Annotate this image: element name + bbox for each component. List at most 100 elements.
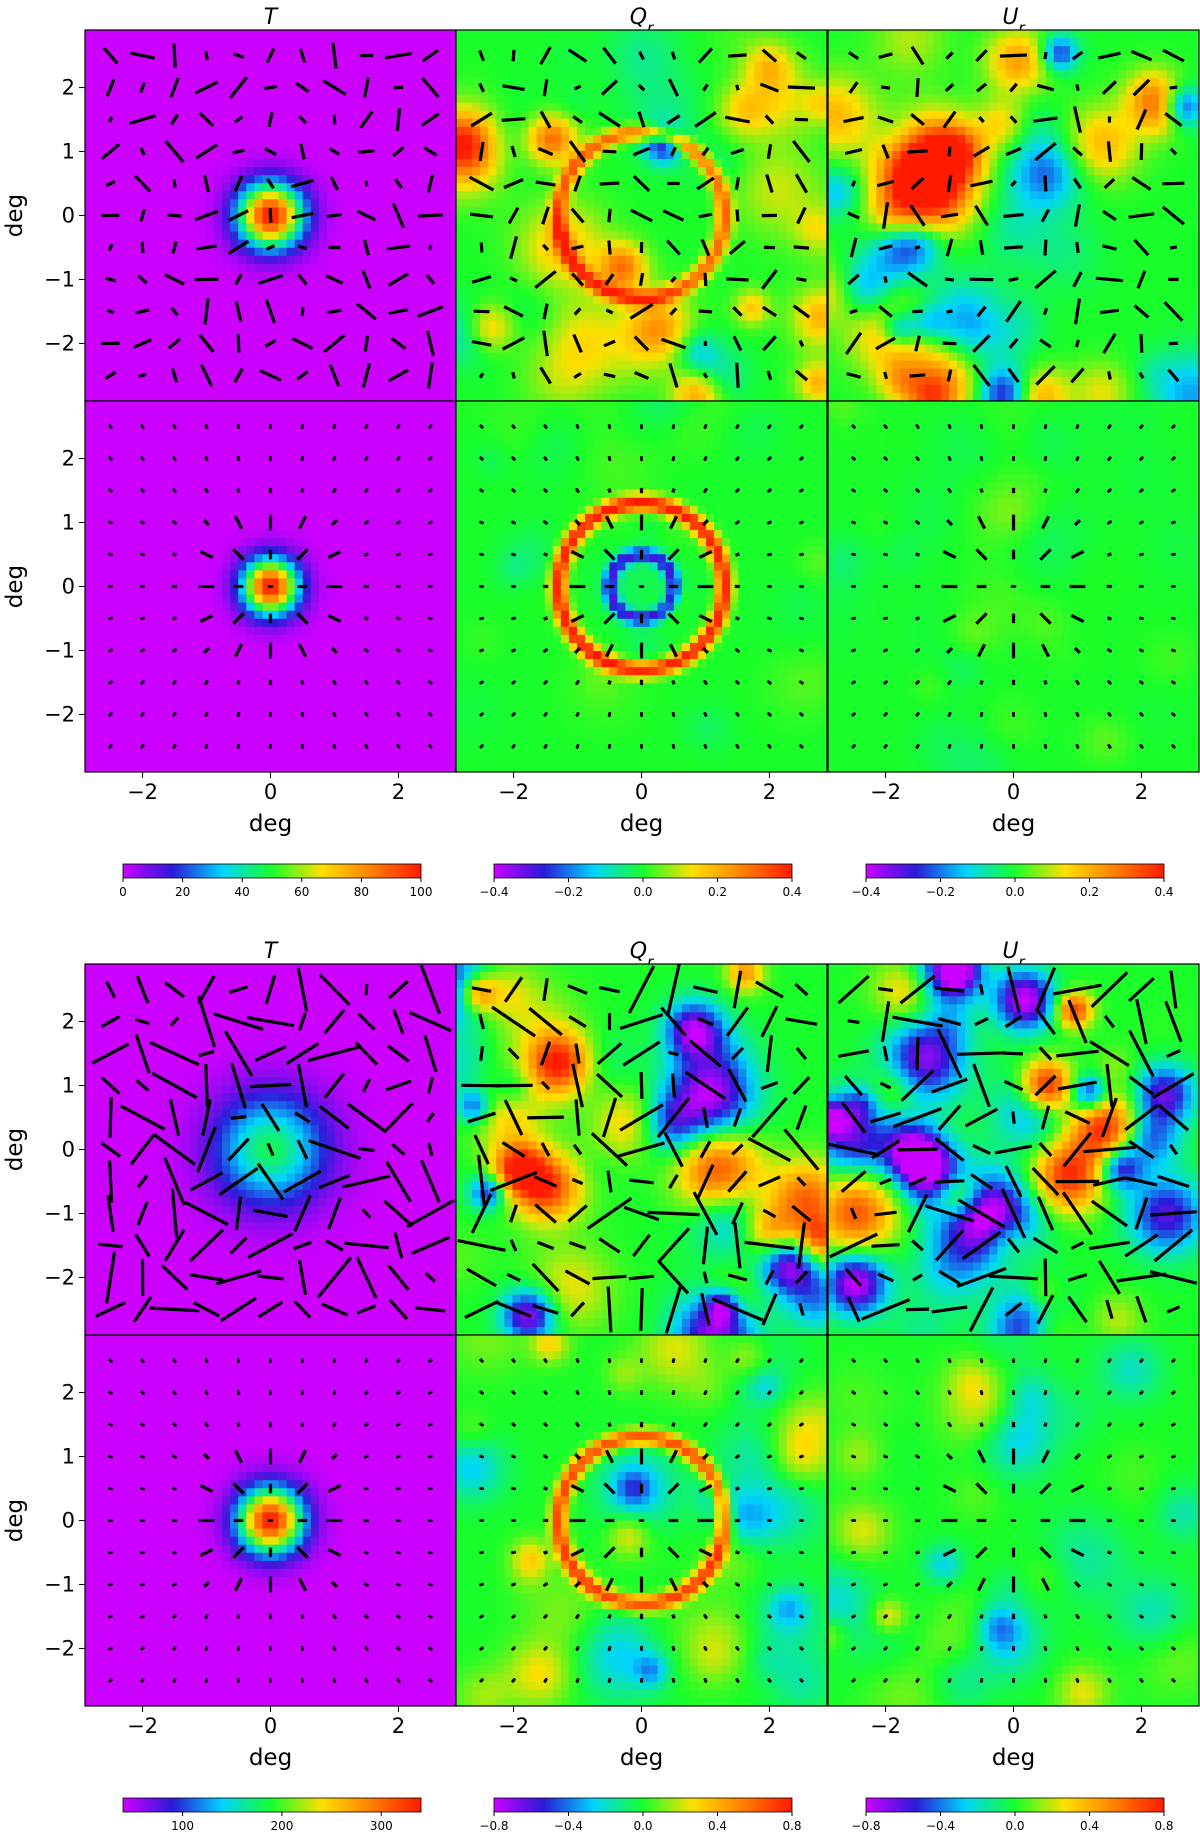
polarization-vector (511, 1390, 516, 1395)
polarization-vector (1075, 1646, 1080, 1651)
polarization-vector (1040, 1105, 1051, 1130)
polarization-vector (906, 1193, 929, 1233)
polarization-vector (915, 552, 921, 557)
polarization-vector (213, 1012, 264, 1031)
polarization-vector (575, 712, 580, 717)
polarization-vector (767, 1454, 772, 1459)
polarization-vector (316, 1256, 353, 1299)
polarization-vector (539, 46, 552, 66)
polarization-vector (975, 49, 988, 63)
polarization-vector (567, 984, 588, 995)
polarization-vector (363, 1454, 369, 1459)
polarization-vector (357, 1012, 376, 1031)
polarization-vector (942, 341, 957, 346)
polarization-vector (879, 1081, 892, 1090)
polarization-vector (573, 371, 582, 379)
polarization-vector (342, 1174, 391, 1189)
polarization-vector (630, 208, 653, 223)
polarization-vector (1072, 271, 1083, 288)
polarization-vector (232, 52, 245, 59)
polarization-vector (575, 1422, 580, 1428)
polarization-vector (968, 1286, 995, 1333)
polarization-vector (728, 53, 747, 58)
polarization-vector (1168, 1143, 1179, 1156)
polarization-vector (711, 1297, 764, 1322)
polarization-vector (108, 744, 113, 749)
polarization-vector (100, 1015, 121, 1029)
polarization-vector (761, 269, 778, 290)
x-axis-label: deg (992, 1745, 1035, 1771)
polarization-vector (479, 424, 484, 429)
polarization-vector (108, 1358, 113, 1363)
polarization-vector (734, 648, 740, 653)
polarization-vector (573, 518, 582, 527)
colorbar-tick-label: 0.4 (1154, 885, 1173, 899)
polarization-vector (396, 712, 401, 717)
polarization-vector (730, 147, 745, 156)
polarization-vector (883, 616, 889, 621)
colorbar-tick-label: 60 (294, 885, 309, 899)
polarization-vector (106, 1195, 115, 1232)
polarization-vector (572, 333, 583, 354)
polarization-vector (108, 1390, 113, 1395)
polarization-vector (1010, 180, 1017, 188)
polarization-vector (204, 424, 209, 429)
polarization-vector (603, 339, 616, 348)
polarization-vector (846, 372, 861, 379)
polarization-vector (735, 488, 740, 493)
polarization-vector (355, 1256, 378, 1299)
polarization-vector (638, 50, 645, 61)
polarization-vector (1162, 181, 1185, 186)
polarization-vector (149, 1306, 200, 1313)
polarization-vector (792, 1076, 811, 1095)
polarization-vector (95, 1301, 126, 1318)
polarization-vector (203, 298, 210, 325)
polarization-vector (766, 1550, 772, 1555)
polarization-vector (794, 1270, 809, 1285)
polarization-vector (108, 520, 113, 525)
polarization-vector (417, 213, 444, 218)
polarization-vector (329, 176, 340, 191)
polarization-vector (767, 1422, 772, 1427)
polarization-vector (881, 144, 890, 159)
polarization-vector (364, 1646, 369, 1651)
polarization-vector (957, 1198, 1006, 1229)
polarization-vector (735, 362, 740, 389)
polarization-vector (153, 1133, 196, 1166)
polarization-vector (1139, 143, 1144, 160)
polarization-vector (344, 1241, 389, 1250)
polarization-vector (541, 206, 550, 225)
polarization-vector (976, 1449, 987, 1464)
polarization-vector (1169, 970, 1178, 1009)
y-tick-label: −1 (44, 638, 75, 662)
polarization-vector (1135, 1295, 1148, 1323)
polarization-vector (734, 1550, 740, 1555)
polarization-vector (140, 1678, 145, 1683)
polarization-vector (478, 82, 486, 93)
polarization-vector (478, 1013, 485, 1030)
polarization-vector (1073, 646, 1082, 655)
polarization-vector (479, 1646, 484, 1651)
polarization-vector (1033, 116, 1058, 123)
x-tick-label: −2 (498, 780, 529, 804)
polarization-vector (395, 1486, 401, 1491)
polarization-vector (428, 1390, 433, 1395)
polarization-vector (293, 1300, 312, 1319)
polarization-vector (426, 362, 434, 389)
polarization-vector (479, 648, 484, 653)
polarization-vector (421, 48, 440, 63)
polarization-vector (204, 456, 209, 461)
polarization-vector (1039, 1546, 1052, 1559)
polarization-vector (735, 712, 740, 717)
polarization-vector (572, 1143, 583, 1156)
polarization-vector (762, 1208, 777, 1219)
polarization-vector (325, 274, 344, 285)
polarization-vector (1075, 744, 1080, 749)
polarization-vector (232, 612, 245, 625)
polarization-vector (363, 1582, 369, 1587)
polarization-vector (233, 175, 244, 192)
polarization-vector (511, 424, 516, 429)
polarization-vector (767, 680, 772, 685)
polarization-vector (232, 548, 245, 561)
polarization-vector (199, 549, 214, 560)
